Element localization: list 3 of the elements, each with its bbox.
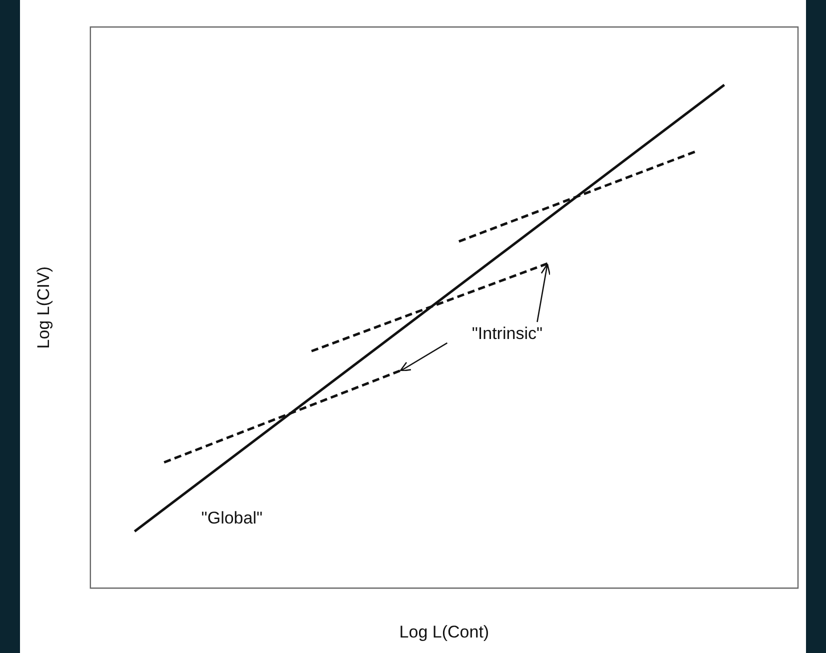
x-axis-title: Log L(Cont) — [399, 622, 490, 642]
annotation: "Global" — [201, 508, 263, 528]
y-axis-title: Log L(CIV) — [34, 266, 53, 349]
